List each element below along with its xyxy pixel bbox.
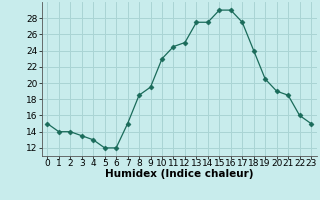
- X-axis label: Humidex (Indice chaleur): Humidex (Indice chaleur): [105, 169, 253, 179]
